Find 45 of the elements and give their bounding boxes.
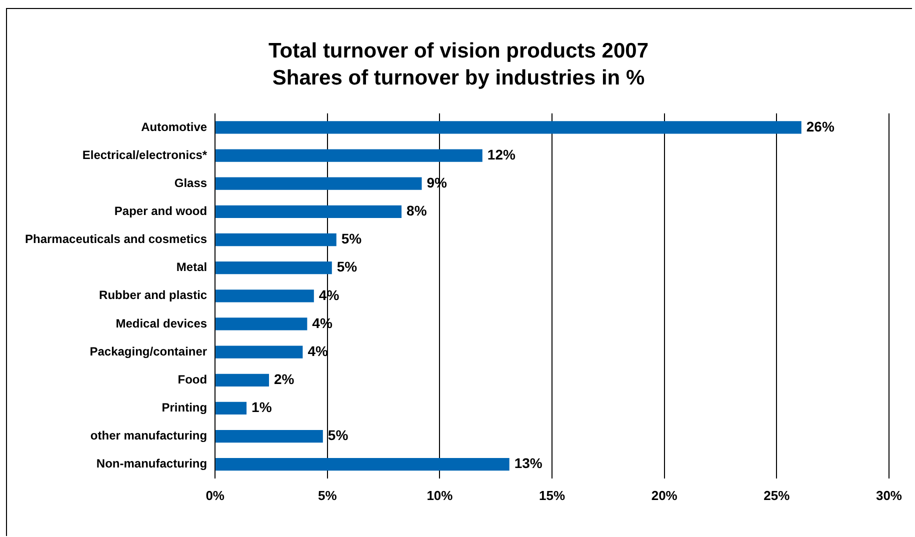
bar bbox=[216, 262, 332, 274]
bar bbox=[216, 149, 482, 162]
bar bbox=[216, 121, 802, 134]
data-label: 5% bbox=[341, 230, 362, 247]
x-tick-label: 20% bbox=[651, 488, 678, 503]
x-tick-label: 30% bbox=[876, 488, 902, 503]
bar bbox=[216, 402, 247, 415]
y-tick-label: Medical devices bbox=[116, 316, 208, 330]
data-label: 5% bbox=[328, 427, 349, 444]
data-label: 8% bbox=[406, 202, 428, 219]
y-tick-label: Glass bbox=[174, 176, 208, 190]
y-tick-label: Metal bbox=[176, 260, 208, 274]
bar bbox=[216, 430, 323, 443]
x-tick-label: 10% bbox=[426, 488, 454, 503]
bar bbox=[216, 318, 308, 330]
y-tick-label: Non-manufacturing bbox=[96, 456, 208, 471]
bar bbox=[216, 290, 314, 302]
y-tick-label: Paper and wood bbox=[114, 204, 208, 218]
data-label: 2% bbox=[274, 370, 295, 387]
data-label: 4% bbox=[308, 342, 328, 359]
y-tick-label: Packaging/container bbox=[90, 344, 208, 358]
bar bbox=[216, 177, 422, 190]
bar bbox=[216, 374, 269, 386]
y-tick-label: Rubber and plastic bbox=[99, 288, 208, 302]
bar bbox=[216, 205, 402, 218]
data-label: 1% bbox=[252, 399, 272, 416]
data-label: 26% bbox=[806, 118, 835, 134]
chart-subtitle: Shares of turnover by industries in % bbox=[272, 66, 645, 90]
y-tick-label: other manufacturing bbox=[90, 428, 208, 443]
bar bbox=[216, 458, 510, 471]
bar bbox=[216, 233, 336, 246]
x-tick-label: 5% bbox=[318, 488, 338, 503]
bar bbox=[216, 346, 303, 358]
data-label: 13% bbox=[514, 455, 543, 472]
x-tick-label: 25% bbox=[764, 488, 790, 503]
y-tick-label: Pharmaceuticals and cosmetics bbox=[24, 232, 208, 246]
x-tick-label: 0% bbox=[206, 488, 225, 503]
data-label: 12% bbox=[487, 146, 516, 162]
x-tick-label: 15% bbox=[539, 488, 566, 503]
chart-title: Total turnover of vision products 2007 bbox=[268, 39, 649, 62]
data-label: 5% bbox=[336, 258, 358, 275]
y-tick-label: Electrical/electronics* bbox=[82, 148, 208, 162]
y-tick-label: Food bbox=[178, 372, 208, 386]
y-tick-label: Printing bbox=[162, 400, 208, 415]
y-tick-label: Automotive bbox=[141, 120, 208, 134]
